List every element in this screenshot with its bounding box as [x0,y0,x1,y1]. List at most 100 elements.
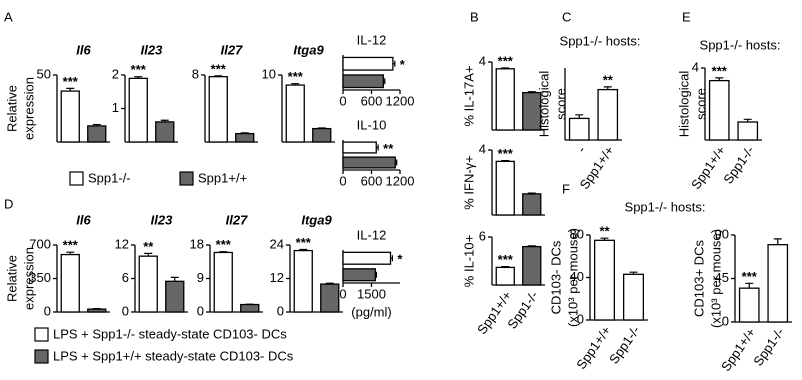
bar [624,274,644,320]
bar [343,157,395,168]
chart-title: Il27 [221,42,243,57]
y-tick-label: 0 [577,311,584,326]
chart-title: Il6 [76,212,91,227]
bar [139,256,157,312]
significance: *** [498,53,514,68]
bar [88,126,106,142]
y-tick-label: 9 [197,270,204,285]
bar [343,142,376,153]
chart-title: IL-12 [357,32,387,47]
y-tick-label: 12 [115,236,129,251]
x-tick-label: 1500 [357,286,386,301]
bar [523,247,541,285]
bar [768,245,787,322]
y-tick-label: 8 [192,66,199,81]
significance: *** [296,235,312,250]
y-tick-label: 350 [29,270,51,285]
chart-title: Spp1-/- hosts: [625,199,706,214]
bar [209,77,227,142]
x-tick-label: 600 [361,93,383,108]
x-tick-label: Spp1-/- [606,323,643,367]
x-tick-label: 1200 [386,93,415,108]
y-tick-label: 40 [570,269,584,284]
x-tick-label: 0 [339,93,346,108]
x-tick-label: 1200 [386,173,415,188]
y-tick-label: 6 [479,228,486,243]
x-tick-label: Spp1+/+ [474,288,514,337]
x-axis-label: (pg/ml) [351,304,391,319]
y-tick-label: 0 [722,313,729,328]
y-tick-label: 10 [262,66,276,81]
panel-label: F [562,181,570,196]
panel-label: E [682,9,691,24]
y-axis-label: % IL-10+ [461,235,476,287]
x-tick-label: Spp1+/+ [688,143,728,192]
y-axis-label: Relative [4,85,19,132]
legend-swatch [70,172,83,185]
legend-swatch [180,172,193,185]
bar [598,90,617,140]
legend-label: Spp1-/- [88,170,131,185]
legend-label: LPS + Spp1+/+ steady-state CD103- DCs [53,348,294,363]
significance: ** [603,72,614,87]
bar [740,288,759,322]
bar [343,269,375,281]
bar [343,75,383,88]
y-tick-label: 90 [715,226,729,241]
chart-title: IL-12 [357,227,387,242]
significance: *** [742,269,758,284]
x-tick-label: Spp1-/- [720,143,757,187]
significance: ** [383,141,394,156]
bar [343,252,391,264]
legend-label: LPS + Spp1-/- steady-state CD103- DCs [53,326,287,341]
significance: *** [216,237,232,252]
significance: ** [143,239,154,254]
significance: ** [599,224,610,239]
bar [496,267,514,285]
y-tick-label: 2 [112,66,119,81]
bar [570,118,589,140]
significance: *** [288,69,304,84]
y-tick-label: 4 [692,59,699,74]
chart-title: Il27 [226,212,248,227]
y-tick-label: 4 [479,53,486,68]
chart-title: Il23 [141,42,163,57]
bar [523,194,541,215]
y-axis-label: Histological [676,71,691,138]
y-tick-label: 0 [277,303,284,318]
significance: *** [131,62,147,77]
bar [236,134,254,142]
y-tick-label: 0 [122,303,129,318]
y-tick-label: 12 [270,270,284,285]
x-tick-label: 0 [339,286,346,301]
bar [61,255,79,312]
significance: * [400,57,406,72]
y-tick-label: 700 [29,236,51,251]
y-tick-label: 0 [44,303,51,318]
y-axis-label: Histological [536,71,551,138]
chart-title: Spp1-/- hosts: [560,33,641,48]
significance: *** [63,74,79,89]
chart-title: Itga9 [301,212,332,227]
panel-label: A [4,9,13,24]
bar [595,240,615,320]
y-axis-label: % IFN-γ+ [461,155,476,210]
chart-title: Il23 [151,212,173,227]
y-tick-label: 0 [197,303,204,318]
y-axis-label: expression [21,77,36,140]
panel-label: B [470,9,479,24]
bar [496,69,514,130]
bar [214,252,232,312]
y-tick-label: 80 [570,226,584,241]
significance: *** [498,146,514,161]
x-tick-label: - [574,143,589,155]
y-axis-label: Relative [4,255,19,302]
y-axis-label: CD103- DCs [548,240,563,314]
y-tick-label: 50 [37,66,51,81]
y-axis-label: score [693,88,708,120]
y-axis-label: CD103+ DCs [691,240,706,317]
y-tick-label: 24 [270,236,284,251]
significance: * [397,252,403,267]
bar [88,309,106,312]
